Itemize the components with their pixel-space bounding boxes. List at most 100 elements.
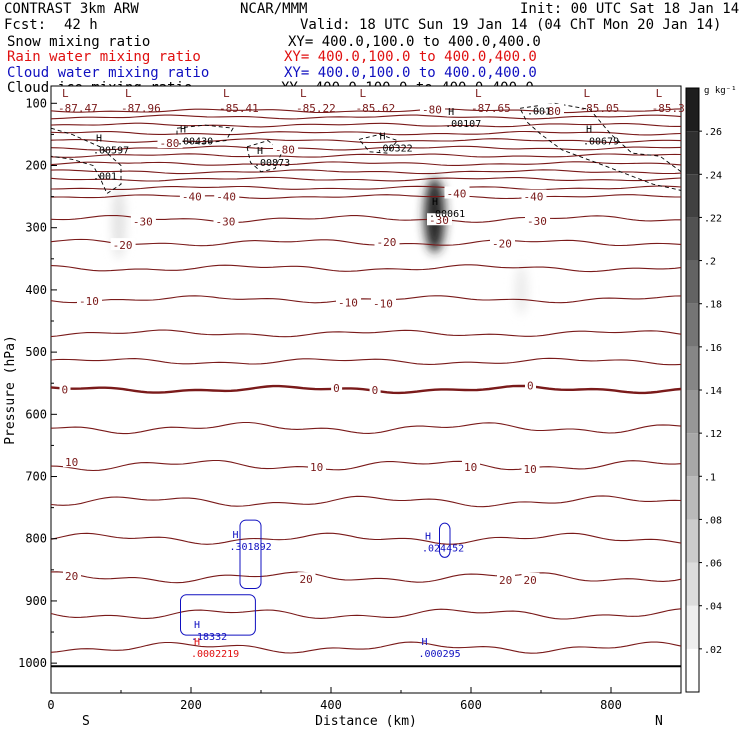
forecast-hour: 42 h bbox=[64, 17, 98, 33]
cloud-water-high-marker-3: H bbox=[422, 637, 428, 648]
colorbar-bin-8 bbox=[686, 303, 699, 347]
x-tick-label-600: 600 bbox=[460, 698, 482, 712]
snow-high-marker-6: H bbox=[432, 197, 438, 208]
contour-label-0-20: 0 bbox=[372, 384, 379, 397]
south-label: S bbox=[82, 714, 90, 729]
contour-label--30-8: -30 bbox=[133, 215, 153, 228]
field-snow: Snow mixing ratio bbox=[7, 34, 150, 50]
colorbar-tick-label-8: .18 bbox=[704, 300, 722, 311]
temperature-contour--10 bbox=[50, 295, 682, 304]
contour-label--10-17: -10 bbox=[373, 298, 393, 311]
contour-label--40-7: -40 bbox=[524, 191, 544, 204]
colorbar-bin-9 bbox=[686, 260, 699, 304]
low-marker-7: L bbox=[656, 87, 663, 100]
snow-contour-4 bbox=[519, 102, 682, 191]
colorbar-bin-6 bbox=[686, 390, 699, 434]
temperature-contour-21 bbox=[50, 495, 682, 508]
contour-label-0-21: 0 bbox=[527, 380, 534, 393]
colorbar-tick-label-11: .24 bbox=[704, 170, 722, 181]
colorbar-bin-0 bbox=[686, 648, 699, 692]
temperature-contour--20 bbox=[50, 238, 682, 247]
contour-label-0-18: 0 bbox=[62, 383, 69, 396]
colorbar-tick-label-2: .06 bbox=[704, 559, 722, 570]
snow-high-value-1: .00430 bbox=[177, 136, 213, 147]
snow-high-marker-4: H bbox=[448, 107, 454, 118]
temperature-contour-5 bbox=[50, 145, 682, 151]
snow-high-marker-0: H bbox=[96, 134, 102, 145]
temperature-contour-10 bbox=[50, 459, 682, 472]
temperature-contour-16 bbox=[50, 329, 682, 338]
contour-label--40-4: -40 bbox=[182, 191, 202, 204]
low-value-0: -87.47 bbox=[58, 102, 98, 115]
temperature-contour-25 bbox=[50, 641, 682, 654]
colorbar-tick-label-5: .12 bbox=[704, 429, 722, 440]
low-value-6: -85.05 bbox=[580, 102, 620, 115]
temperature-contour-17 bbox=[50, 357, 682, 366]
colorbar-tick-label-0: .02 bbox=[704, 645, 722, 656]
temperature-contour-2 bbox=[50, 122, 681, 128]
y-tick-label-400: 400 bbox=[25, 283, 47, 297]
snow-high-value-0: .00597 bbox=[93, 146, 129, 157]
field-snow-xy: XY= 400.0,100.0 to 400.0,400.0 bbox=[288, 34, 541, 50]
colorbar-tick-label-12: .26 bbox=[704, 127, 722, 138]
colorbar-bin-13 bbox=[686, 88, 699, 132]
cloud-water-high-value-1: .024452 bbox=[422, 544, 464, 555]
temperature-contour-7 bbox=[50, 161, 682, 166]
field-rain-xy: XY= 400.0,100.0 to 400.0,400.0 bbox=[284, 49, 537, 65]
snow-high-marker-3: H bbox=[380, 132, 386, 143]
rain-high-marker-0: H bbox=[194, 637, 200, 648]
temperature-contour-10 bbox=[50, 185, 682, 191]
temperature-contour-20 bbox=[50, 571, 682, 584]
temperature-contour-22 bbox=[50, 532, 682, 545]
cloud-water-high-value-0: .301892 bbox=[230, 542, 272, 553]
low-marker-3: L bbox=[300, 87, 307, 100]
x-tick-label-800: 800 bbox=[600, 698, 622, 712]
contour-label-20-29: 20 bbox=[524, 574, 537, 587]
colorbar-bin-10 bbox=[686, 217, 699, 261]
cloud-water-high-value-2: .18332 bbox=[191, 632, 227, 643]
colorbar-tick-label-3: .08 bbox=[704, 515, 722, 526]
y-tick-label-500: 500 bbox=[25, 345, 47, 359]
colorbar-tick-label-9: .2 bbox=[704, 257, 716, 268]
snow-high-value-4: .00107 bbox=[445, 119, 481, 130]
contour-label--30-11: -30 bbox=[527, 215, 547, 228]
x-axis-label: Distance (km) bbox=[315, 714, 417, 729]
low-marker-5: L bbox=[475, 87, 482, 100]
north-label: N bbox=[655, 714, 663, 729]
header: CONTRAST 3km ARW NCAR/MMM Init: 00 UTC S… bbox=[4, 1, 739, 33]
cloud-water-contour-1 bbox=[439, 522, 451, 558]
low-marker-1: L bbox=[125, 87, 132, 100]
colorbar-tick-label-4: .1 bbox=[704, 472, 716, 483]
snow-high-value-5: .00679 bbox=[583, 136, 619, 147]
forecast-label: Fcst: bbox=[4, 17, 46, 33]
temperature-contour--30 bbox=[50, 214, 681, 224]
field-cloud-water-xy: XY= 400.0,100.0 to 400.0,400.0 bbox=[284, 65, 537, 81]
low-value-7: -85.35 bbox=[652, 102, 692, 115]
colorbar-bin-7 bbox=[686, 346, 699, 390]
snow-high-value-8: .001 bbox=[527, 106, 551, 117]
temperature-contour-6 bbox=[50, 153, 682, 158]
rain-high-value-0: .0002219 bbox=[191, 649, 239, 660]
contour-label--30-9: -30 bbox=[216, 215, 236, 228]
cloud-water-high-marker-1: H bbox=[425, 532, 431, 543]
colorbar: .02 .04 .06 .08 .1 .12 .14 .16 .18 .2 .22 .24 .26 bbox=[685, 87, 722, 693]
colorbar-bin-2 bbox=[686, 562, 699, 606]
y-tick-label-700: 700 bbox=[25, 470, 47, 484]
temperature-contour-3 bbox=[50, 130, 682, 136]
colorbar-unit: g kg⁻¹ bbox=[704, 86, 737, 96]
colorbar-tick-label-6: .14 bbox=[704, 386, 722, 397]
plot-area: -80 -80-80 -80-40 -40 -40 -40-30 -30 -30 -30-20-… bbox=[50, 87, 692, 668]
colorbar-tick-label-10: .22 bbox=[704, 213, 722, 224]
contour-label-20-26: 20 bbox=[65, 570, 78, 583]
contour-label--80-3: -80 bbox=[541, 105, 561, 118]
contour-label--30-10: -30 bbox=[429, 214, 449, 227]
temperature-contour-1 bbox=[50, 114, 682, 120]
contour-label--10-16: -10 bbox=[338, 296, 358, 309]
y-tick-label-100: 100 bbox=[25, 96, 47, 110]
contour-label--20-14: -20 bbox=[492, 237, 512, 250]
model-name: CONTRAST 3km ARW bbox=[4, 1, 139, 17]
temperature-contour-14 bbox=[50, 264, 682, 273]
x-tick-label-200: 200 bbox=[180, 698, 202, 712]
